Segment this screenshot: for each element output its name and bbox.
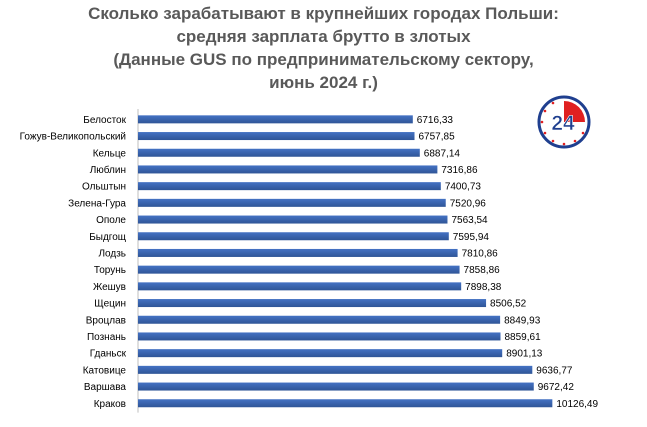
category-label: Ополе — [96, 215, 126, 226]
bar — [138, 265, 460, 274]
category-label: Лодзь — [98, 248, 126, 259]
category-label: Катовице — [83, 365, 127, 376]
bar — [138, 132, 415, 141]
bar — [138, 332, 501, 341]
category-label: Люблин — [90, 164, 126, 176]
bar — [138, 248, 458, 257]
category-label: Познань — [87, 332, 126, 343]
value-label: 7316,86 — [441, 165, 478, 176]
category-label: Щецин — [94, 299, 126, 310]
title-line-4: июнь 2024 г.) — [269, 73, 378, 92]
category-label: Гожув-Великопольский — [20, 132, 126, 143]
value-label: 6887,14 — [424, 148, 461, 159]
value-label: 6757,85 — [419, 132, 456, 143]
title-line-1: Сколько зарабатывают в крупнейших города… — [88, 4, 559, 23]
bar — [138, 282, 462, 291]
value-label: 8849,93 — [504, 315, 541, 326]
logo-24-icon: 24 — [537, 95, 591, 149]
category-label: Кельце — [93, 148, 127, 159]
value-label: 7400,73 — [445, 182, 482, 193]
bar — [138, 382, 534, 391]
value-label: 6716,33 — [417, 115, 454, 126]
bar — [138, 182, 441, 191]
bar — [138, 349, 503, 358]
category-label: Варшава — [84, 382, 127, 393]
bar — [138, 232, 449, 241]
category-label: Жешув — [93, 282, 126, 293]
value-label: 8859,61 — [505, 332, 542, 343]
bar — [138, 299, 487, 308]
category-label: Гданьск — [90, 349, 127, 360]
category-label: Ольштын — [82, 182, 126, 193]
bar — [138, 315, 501, 324]
value-label: 7595,94 — [453, 232, 490, 243]
bar — [138, 198, 446, 207]
category-label: Зелена-Гура — [68, 198, 126, 209]
logo-text: 24 — [551, 112, 575, 135]
chart-title: Сколько зарабатывают в крупнейших города… — [0, 2, 647, 94]
bar — [138, 115, 413, 124]
bar — [138, 215, 448, 224]
value-label: 10126,49 — [556, 399, 598, 410]
category-label: Краков — [94, 399, 126, 410]
category-label: Белосток — [83, 115, 126, 126]
bar — [138, 165, 438, 174]
title-line-2: средняя зарплата брутто в злотых — [176, 27, 471, 46]
value-label: 9672,42 — [538, 382, 575, 393]
value-label: 7898,38 — [465, 282, 502, 293]
category-label: Торунь — [94, 265, 126, 276]
category-label: Быдгощ — [89, 232, 126, 243]
value-label: 8901,13 — [506, 349, 543, 360]
bar — [138, 399, 553, 408]
value-label: 9636,77 — [536, 365, 573, 376]
bar — [138, 148, 420, 157]
value-label: 7563,54 — [451, 215, 488, 226]
bar — [138, 365, 533, 374]
value-label: 7520,96 — [450, 198, 487, 209]
value-label: 7810,86 — [462, 248, 499, 259]
value-label: 7858,86 — [464, 265, 501, 276]
value-label: 8506,52 — [490, 299, 527, 310]
title-line-3: (Данные GUS по предпринимательскому сект… — [113, 50, 534, 69]
category-label: Вроцлав — [86, 315, 126, 326]
